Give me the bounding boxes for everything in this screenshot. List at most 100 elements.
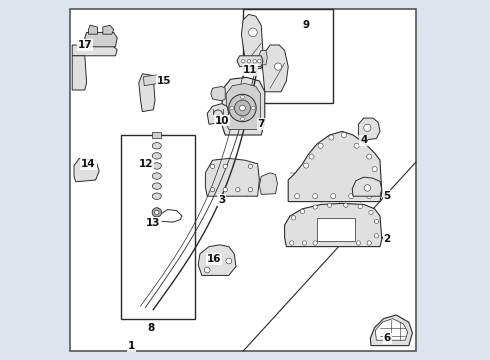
Circle shape	[358, 204, 363, 209]
Polygon shape	[88, 25, 98, 34]
Circle shape	[248, 28, 257, 37]
Text: 2: 2	[384, 234, 391, 244]
Polygon shape	[152, 132, 162, 138]
Circle shape	[302, 241, 307, 245]
Circle shape	[364, 124, 371, 131]
Circle shape	[372, 181, 377, 186]
Circle shape	[223, 188, 227, 192]
Circle shape	[343, 203, 348, 207]
Polygon shape	[74, 158, 99, 182]
Text: 12: 12	[139, 159, 153, 169]
Polygon shape	[237, 56, 263, 67]
Circle shape	[236, 188, 240, 192]
Circle shape	[294, 194, 300, 199]
Circle shape	[354, 143, 359, 148]
Polygon shape	[221, 77, 265, 135]
Text: 16: 16	[207, 254, 221, 264]
Circle shape	[364, 185, 370, 191]
Circle shape	[274, 63, 282, 70]
Text: 8: 8	[148, 323, 155, 333]
Circle shape	[155, 210, 159, 215]
Polygon shape	[259, 173, 277, 194]
Polygon shape	[211, 86, 225, 101]
Circle shape	[258, 59, 261, 63]
Circle shape	[356, 241, 361, 245]
Text: 4: 4	[360, 135, 368, 145]
Ellipse shape	[152, 153, 161, 159]
Polygon shape	[144, 75, 159, 86]
Circle shape	[235, 100, 250, 116]
Circle shape	[152, 208, 162, 217]
Text: 13: 13	[146, 218, 160, 228]
Ellipse shape	[152, 173, 161, 179]
Circle shape	[210, 164, 215, 168]
Circle shape	[367, 194, 372, 199]
Polygon shape	[198, 245, 236, 275]
Polygon shape	[370, 315, 413, 346]
Circle shape	[367, 241, 371, 245]
Polygon shape	[72, 56, 87, 90]
Polygon shape	[207, 104, 229, 124]
Bar	[121, 135, 195, 319]
Polygon shape	[72, 45, 117, 56]
Polygon shape	[262, 45, 288, 92]
Polygon shape	[288, 131, 382, 202]
Circle shape	[247, 59, 251, 63]
Circle shape	[372, 167, 377, 172]
Text: 1: 1	[128, 341, 135, 351]
Ellipse shape	[152, 183, 161, 189]
Polygon shape	[103, 25, 114, 34]
Polygon shape	[205, 158, 259, 196]
Circle shape	[229, 94, 256, 122]
Polygon shape	[352, 177, 382, 196]
Circle shape	[369, 210, 373, 215]
Circle shape	[248, 188, 252, 192]
Text: 15: 15	[157, 76, 171, 86]
Circle shape	[304, 163, 309, 168]
Polygon shape	[375, 319, 408, 340]
Text: 9: 9	[303, 20, 310, 30]
Ellipse shape	[152, 193, 161, 199]
Text: 7: 7	[258, 119, 265, 129]
Bar	[243, 9, 333, 103]
Circle shape	[242, 59, 245, 63]
Circle shape	[313, 194, 318, 199]
Ellipse shape	[152, 143, 161, 149]
Circle shape	[342, 132, 346, 138]
Circle shape	[331, 194, 336, 199]
Circle shape	[327, 203, 332, 207]
Text: 6: 6	[384, 333, 391, 343]
Circle shape	[223, 164, 227, 168]
Circle shape	[329, 135, 334, 140]
Circle shape	[374, 234, 379, 238]
Circle shape	[204, 267, 210, 273]
Circle shape	[313, 241, 318, 245]
Circle shape	[251, 106, 255, 110]
Circle shape	[313, 205, 318, 209]
Circle shape	[253, 59, 257, 63]
Circle shape	[240, 105, 245, 111]
Circle shape	[241, 117, 245, 121]
Text: 14: 14	[81, 159, 96, 169]
Polygon shape	[211, 108, 225, 124]
Circle shape	[210, 188, 215, 192]
Circle shape	[318, 143, 323, 148]
Circle shape	[300, 209, 305, 213]
Circle shape	[309, 154, 314, 159]
Polygon shape	[85, 32, 117, 47]
Text: 11: 11	[243, 65, 258, 75]
Circle shape	[374, 219, 379, 224]
Polygon shape	[259, 50, 268, 65]
Circle shape	[367, 154, 372, 159]
Circle shape	[349, 194, 354, 199]
Bar	[317, 218, 355, 241]
Circle shape	[226, 258, 232, 264]
Polygon shape	[358, 118, 380, 140]
Circle shape	[248, 164, 252, 168]
Polygon shape	[226, 84, 261, 130]
Text: 17: 17	[77, 40, 92, 50]
Circle shape	[292, 216, 296, 220]
Polygon shape	[242, 14, 263, 68]
Text: 10: 10	[214, 116, 229, 126]
Polygon shape	[139, 74, 155, 112]
